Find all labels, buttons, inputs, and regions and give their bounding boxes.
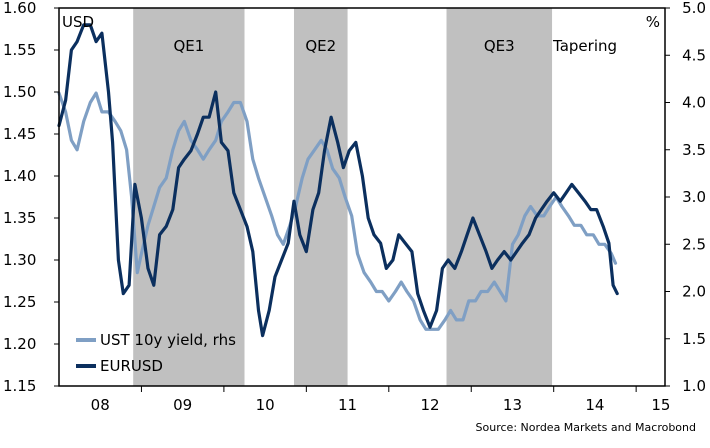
right-tick-label-3-5: 3.5 bbox=[682, 141, 706, 159]
region-band-qe3 bbox=[446, 8, 553, 386]
right-tick-label-1-0: 1.0 bbox=[682, 377, 706, 395]
right-axis-unit: % bbox=[646, 13, 660, 31]
legend-label-ust: UST 10y yield, rhs bbox=[100, 331, 236, 349]
left-axis-ticks: 1.15 1.20 1.25 1.30 1.35 1.40 1.45 1.50 1.55 1.60 bbox=[3, 0, 59, 395]
region-label-qe2: QE2 bbox=[305, 37, 336, 55]
right-tick-label-2-0: 2.0 bbox=[682, 283, 706, 301]
x-tick-label-13: 13 bbox=[503, 396, 522, 414]
series-lines bbox=[57, 23, 619, 338]
legend-label-eurusd: EURUSD bbox=[100, 357, 163, 375]
x-axis-ticks: 08 09 10 11 12 13 14 15 bbox=[91, 386, 670, 414]
left-tick-label-1-50: 1.50 bbox=[3, 83, 36, 101]
x-tick-label-08: 08 bbox=[91, 396, 110, 414]
right-tick-label-2-5: 2.5 bbox=[682, 235, 706, 253]
right-tick-label-4-0: 4.0 bbox=[682, 94, 706, 112]
left-tick-label-1-45: 1.45 bbox=[3, 125, 36, 143]
series-line-ust-10y-yield-rhs bbox=[57, 91, 618, 331]
shaded-regions: QE1 QE2 QE3 Tapering bbox=[133, 8, 617, 386]
region-band-qe2 bbox=[293, 8, 348, 386]
x-tick-label-11: 11 bbox=[338, 396, 357, 414]
left-tick-label-1-20: 1.20 bbox=[3, 335, 36, 353]
right-axis-ticks: 1.0 1.5 2.0 2.5 3.0 3.5 4.0 4.5 5.0 bbox=[665, 0, 706, 395]
legend: UST 10y yield, rhs EURUSD bbox=[76, 331, 236, 375]
x-tick-label-14: 14 bbox=[585, 396, 604, 414]
left-tick-label-1-15: 1.15 bbox=[3, 377, 36, 395]
left-tick-label-1-30: 1.30 bbox=[3, 251, 36, 269]
left-tick-label-1-60: 1.60 bbox=[3, 0, 36, 17]
series-line-eurusd bbox=[57, 23, 619, 338]
right-tick-label-4-5: 4.5 bbox=[682, 46, 706, 64]
x-tick-label-12: 12 bbox=[420, 396, 439, 414]
right-tick-label-3-0: 3.0 bbox=[682, 188, 706, 206]
left-tick-label-1-35: 1.35 bbox=[3, 209, 36, 227]
left-tick-label-1-40: 1.40 bbox=[3, 167, 36, 185]
right-tick-label-1-5: 1.5 bbox=[682, 330, 706, 348]
left-tick-label-1-55: 1.55 bbox=[3, 41, 36, 59]
region-label-qe3: QE3 bbox=[484, 37, 515, 55]
left-axis-unit: USD bbox=[62, 13, 94, 31]
source-note: Source: Nordea Markets and Macrobond bbox=[476, 421, 696, 434]
region-band-qe1 bbox=[133, 8, 245, 386]
region-label-qe1: QE1 bbox=[173, 37, 204, 55]
x-tick-label-10: 10 bbox=[256, 396, 275, 414]
x-tick-label-09: 09 bbox=[173, 396, 192, 414]
left-tick-label-1-25: 1.25 bbox=[3, 293, 36, 311]
region-label-tapering: Tapering bbox=[552, 37, 617, 55]
right-tick-label-5-0: 5.0 bbox=[682, 0, 706, 17]
x-tick-label-15: 15 bbox=[651, 396, 670, 414]
